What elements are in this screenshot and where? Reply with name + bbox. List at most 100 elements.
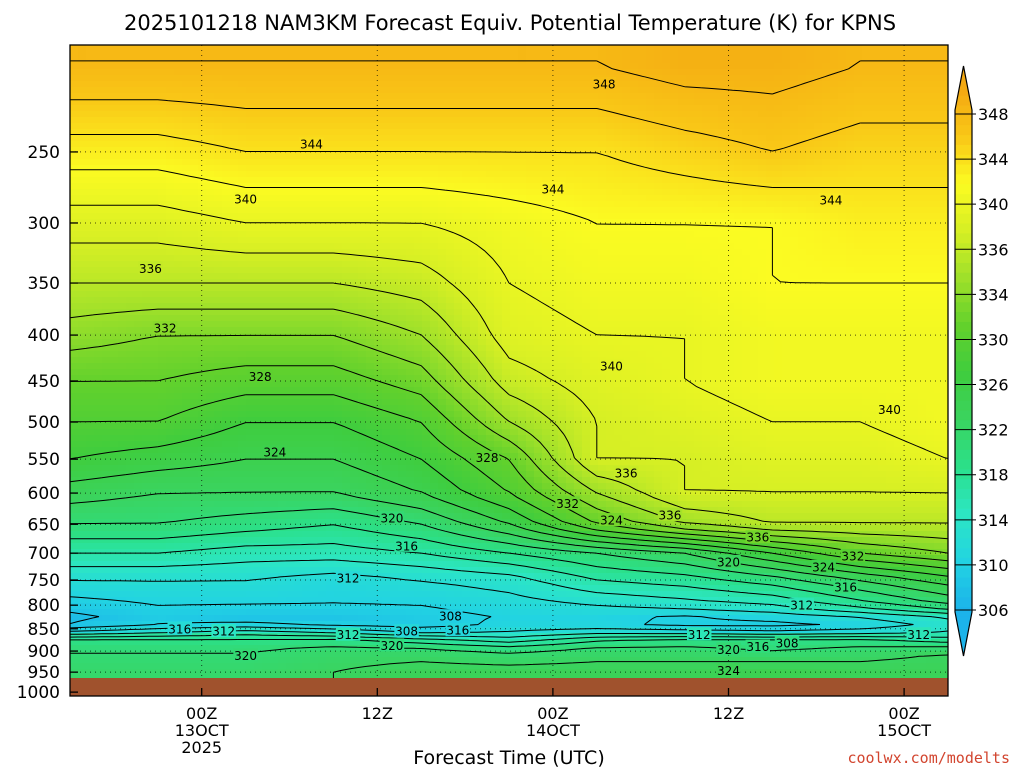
heatmap-cell [606, 285, 615, 292]
heatmap-cell [550, 117, 559, 124]
heatmap-cell [126, 243, 135, 250]
heatmap-cell [894, 99, 903, 106]
heatmap-cell [78, 195, 87, 202]
heatmap-cell [358, 81, 367, 88]
heatmap-cell [478, 261, 487, 268]
heatmap-cell [310, 213, 319, 220]
heatmap-cell [462, 285, 471, 292]
heatmap-cell [342, 123, 351, 130]
heatmap-cell [534, 63, 543, 70]
heatmap-cell [710, 45, 719, 52]
heatmap-cell [934, 297, 943, 304]
heatmap-cell [902, 183, 911, 190]
heatmap-cell [214, 99, 223, 106]
heatmap-cell [534, 129, 543, 136]
heatmap-cell [910, 243, 919, 250]
heatmap-cell [622, 297, 631, 304]
heatmap-cell [662, 237, 671, 244]
heatmap-cell [462, 231, 471, 238]
heatmap-cell [254, 279, 263, 286]
heatmap-cell [710, 249, 719, 256]
heatmap-cell [318, 87, 327, 94]
heatmap-cell [814, 279, 823, 286]
heatmap-cell [606, 153, 615, 160]
heatmap-cell [534, 99, 543, 106]
heatmap-cell [198, 105, 207, 112]
heatmap-cell [662, 135, 671, 142]
heatmap-cell [270, 237, 279, 244]
heatmap-cell [630, 57, 639, 64]
heatmap-cell [870, 105, 879, 112]
heatmap-cell [382, 183, 391, 190]
heatmap-cell [766, 87, 775, 94]
heatmap-cell [70, 189, 79, 196]
heatmap-cell [678, 201, 687, 208]
heatmap-cell [406, 255, 415, 262]
heatmap-cell [182, 237, 191, 244]
heatmap-cell [862, 219, 871, 226]
heatmap-cell [582, 81, 591, 88]
heatmap-cell [862, 57, 871, 64]
heatmap-cell [286, 45, 295, 52]
heatmap-cell [446, 225, 455, 232]
heatmap-cell [726, 111, 735, 118]
heatmap-cell [814, 81, 823, 88]
heatmap-cell [382, 141, 391, 148]
heatmap-cell [910, 165, 919, 172]
heatmap-cell [942, 87, 948, 94]
heatmap-cell [918, 279, 927, 286]
heatmap-cell [870, 285, 879, 292]
heatmap-cell [678, 183, 687, 190]
heatmap-cell [662, 243, 671, 250]
heatmap-cell [710, 93, 719, 100]
heatmap-cell [478, 189, 487, 196]
heatmap-cell [158, 111, 167, 118]
heatmap-cell [574, 171, 583, 178]
heatmap-cell [870, 153, 879, 160]
heatmap-cell [550, 201, 559, 208]
heatmap-cell [150, 315, 159, 322]
heatmap-cell [926, 219, 935, 226]
heatmap-cell [814, 183, 823, 190]
heatmap-cell [582, 207, 591, 214]
heatmap-cell [838, 267, 847, 274]
heatmap-cell [310, 147, 319, 154]
heatmap-cell [542, 147, 551, 154]
heatmap-cell [918, 237, 927, 244]
heatmap-cell [894, 159, 903, 166]
heatmap-cell [198, 267, 207, 274]
heatmap-cell [382, 231, 391, 238]
heatmap-cell [206, 285, 215, 292]
heatmap-cell [854, 255, 863, 262]
heatmap-cell [686, 87, 695, 94]
heatmap-cell [286, 51, 295, 58]
heatmap-cell [814, 171, 823, 178]
heatmap-cell [334, 297, 343, 304]
heatmap-cell [910, 159, 919, 166]
heatmap-cell [550, 165, 559, 172]
heatmap-cell [230, 63, 239, 70]
heatmap-cell [622, 237, 631, 244]
heatmap-cell [414, 171, 423, 178]
heatmap-cell [246, 69, 255, 76]
heatmap-cell [630, 81, 639, 88]
heatmap-cell [262, 45, 271, 52]
heatmap-cell [510, 273, 519, 280]
heatmap-cell [422, 303, 431, 310]
heatmap-cell [302, 75, 311, 82]
heatmap-cell [926, 51, 935, 58]
heatmap-cell [286, 279, 295, 286]
heatmap-cell [406, 315, 415, 322]
heatmap-cell [294, 99, 303, 106]
heatmap-cell [102, 129, 111, 136]
heatmap-cell [734, 267, 743, 274]
heatmap-cell [198, 189, 207, 196]
heatmap-cell [582, 309, 591, 316]
heatmap-cell [454, 51, 463, 58]
heatmap-cells [70, 45, 948, 696]
heatmap-cell [190, 255, 199, 262]
heatmap-cell [934, 99, 943, 106]
heatmap-cell [110, 51, 119, 58]
heatmap-cell [550, 45, 559, 52]
heatmap-cell [350, 261, 359, 268]
